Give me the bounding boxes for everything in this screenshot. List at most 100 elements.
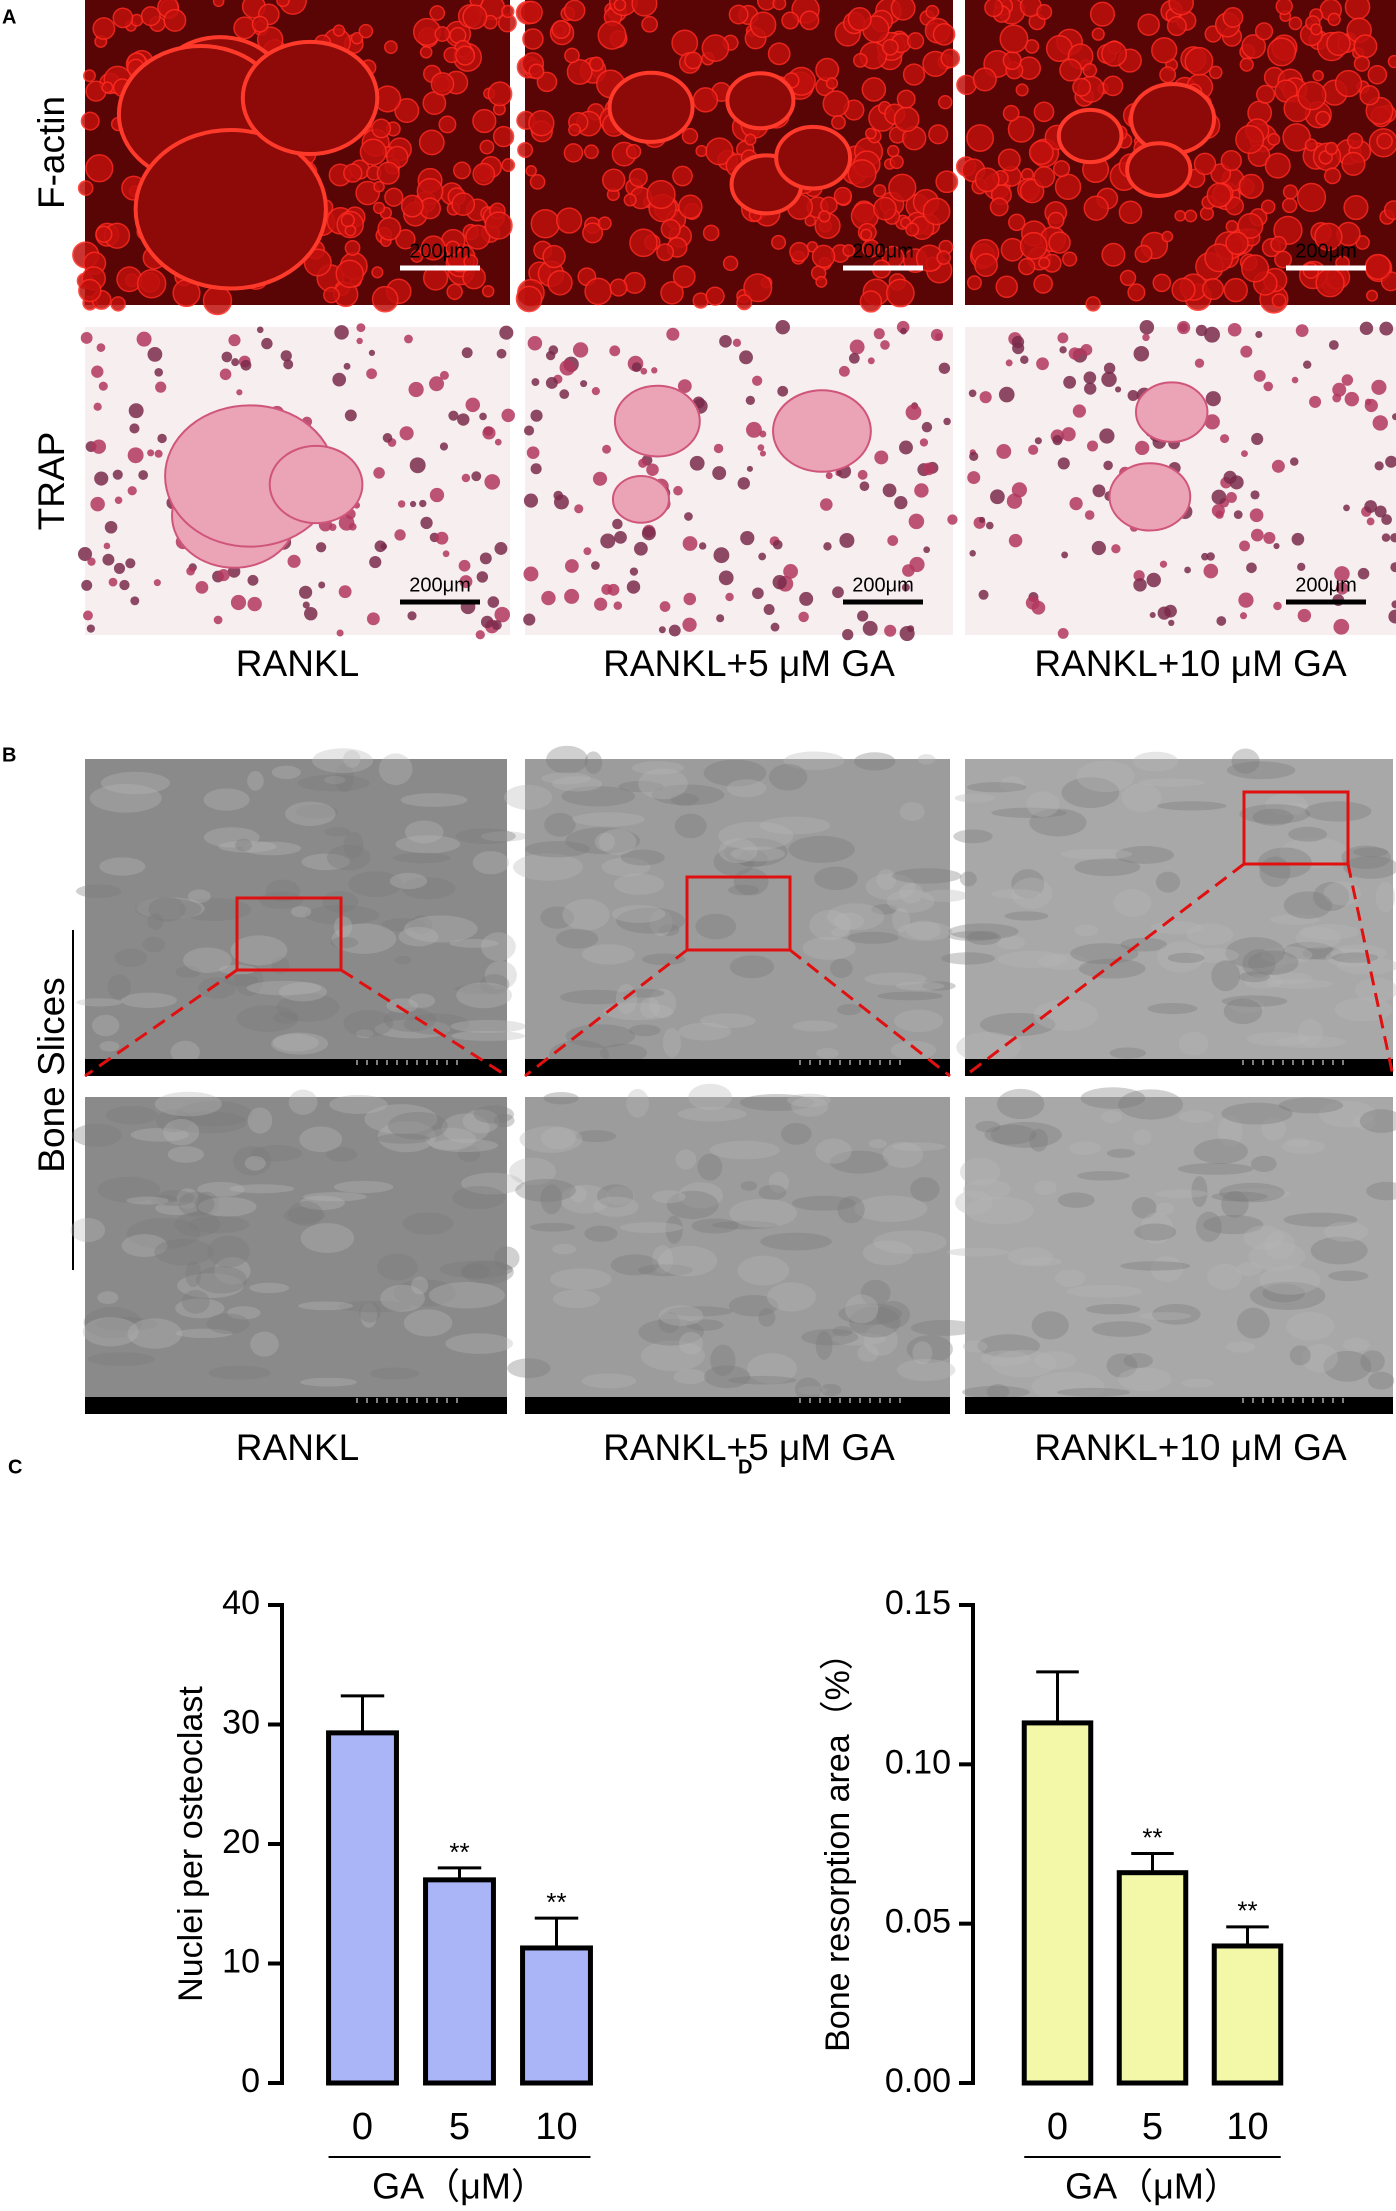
texture <box>1167 952 1205 964</box>
texture <box>691 1218 739 1234</box>
texture <box>326 844 371 871</box>
texture <box>1134 1223 1177 1241</box>
zoom-line <box>789 948 951 1078</box>
texture <box>565 1024 636 1048</box>
texture <box>657 1245 718 1277</box>
cell <box>154 449 163 458</box>
cell <box>523 613 536 626</box>
cell <box>371 266 384 279</box>
panel-label: A <box>2 6 16 28</box>
cell <box>681 127 699 145</box>
texture <box>195 1191 219 1216</box>
cell <box>1229 475 1244 490</box>
texture <box>430 1138 499 1153</box>
texture <box>1299 923 1360 940</box>
cell <box>523 425 535 436</box>
cell <box>77 180 94 196</box>
info-bar <box>965 1059 1393 1076</box>
cell <box>499 325 514 340</box>
sem-scale: 100um <box>466 1063 497 1074</box>
texture <box>156 1189 195 1206</box>
cell <box>583 547 592 556</box>
texture <box>1054 1269 1086 1287</box>
cell <box>857 610 869 622</box>
texture <box>1080 1087 1146 1109</box>
cell <box>580 380 588 388</box>
texture <box>801 1328 859 1346</box>
texture <box>737 1255 790 1286</box>
cell <box>613 601 623 610</box>
cell <box>1133 578 1147 592</box>
texture <box>226 1306 261 1320</box>
texture <box>1029 1128 1049 1152</box>
cell <box>928 124 949 145</box>
cell <box>865 127 877 140</box>
zoom-line <box>524 948 688 1078</box>
cell <box>609 345 621 357</box>
cell <box>501 4 515 19</box>
texture <box>301 853 351 871</box>
texture <box>996 935 1025 950</box>
texture <box>713 847 755 876</box>
cell <box>501 158 516 172</box>
cell <box>1288 16 1303 31</box>
texture <box>540 1127 576 1150</box>
texture <box>794 1377 822 1402</box>
texture <box>83 1307 142 1339</box>
cell <box>969 550 976 557</box>
sem-scale: 20.0um <box>464 1401 497 1412</box>
texture <box>285 801 336 826</box>
cell <box>873 184 887 198</box>
texture <box>509 1157 556 1186</box>
texture <box>70 1217 106 1243</box>
texture <box>176 1101 253 1127</box>
cell <box>914 483 929 498</box>
texture <box>1236 1307 1270 1339</box>
cell <box>900 327 907 335</box>
cell <box>1171 277 1196 302</box>
texture <box>401 877 456 900</box>
cell <box>984 0 1004 18</box>
texture <box>378 753 413 786</box>
cell <box>728 4 749 25</box>
texture <box>718 821 794 851</box>
cell <box>481 284 495 298</box>
cell <box>1235 124 1265 155</box>
cell <box>831 115 846 130</box>
texture <box>1132 751 1179 772</box>
texture <box>1034 1180 1057 1196</box>
image-bg <box>85 759 507 1076</box>
texture <box>540 1184 563 1215</box>
texture <box>234 964 264 996</box>
texture <box>997 950 1067 969</box>
cell <box>613 0 627 12</box>
cell <box>1206 552 1215 561</box>
texture <box>697 1153 723 1181</box>
cell <box>839 532 855 548</box>
cell <box>1385 455 1396 468</box>
texture <box>402 1212 454 1235</box>
cell <box>1326 31 1351 57</box>
texture <box>912 1341 933 1365</box>
texture <box>658 924 680 936</box>
cell <box>1371 379 1387 395</box>
cell <box>1250 528 1264 542</box>
texture <box>460 1263 490 1280</box>
texture <box>1118 1089 1184 1120</box>
caption: RANKL <box>236 1427 359 1468</box>
texture <box>1342 1337 1370 1352</box>
texture <box>1106 1353 1138 1378</box>
texture <box>1033 999 1098 1031</box>
cell <box>629 567 639 576</box>
cell <box>1103 460 1113 471</box>
cell <box>1211 504 1225 518</box>
texture <box>100 771 171 795</box>
texture <box>126 1217 201 1250</box>
texture <box>1248 950 1299 975</box>
cell <box>1151 37 1178 64</box>
texture <box>1004 911 1049 921</box>
texture <box>658 1312 680 1334</box>
texture <box>197 1181 245 1197</box>
texture <box>178 898 252 921</box>
cell <box>1240 345 1253 358</box>
